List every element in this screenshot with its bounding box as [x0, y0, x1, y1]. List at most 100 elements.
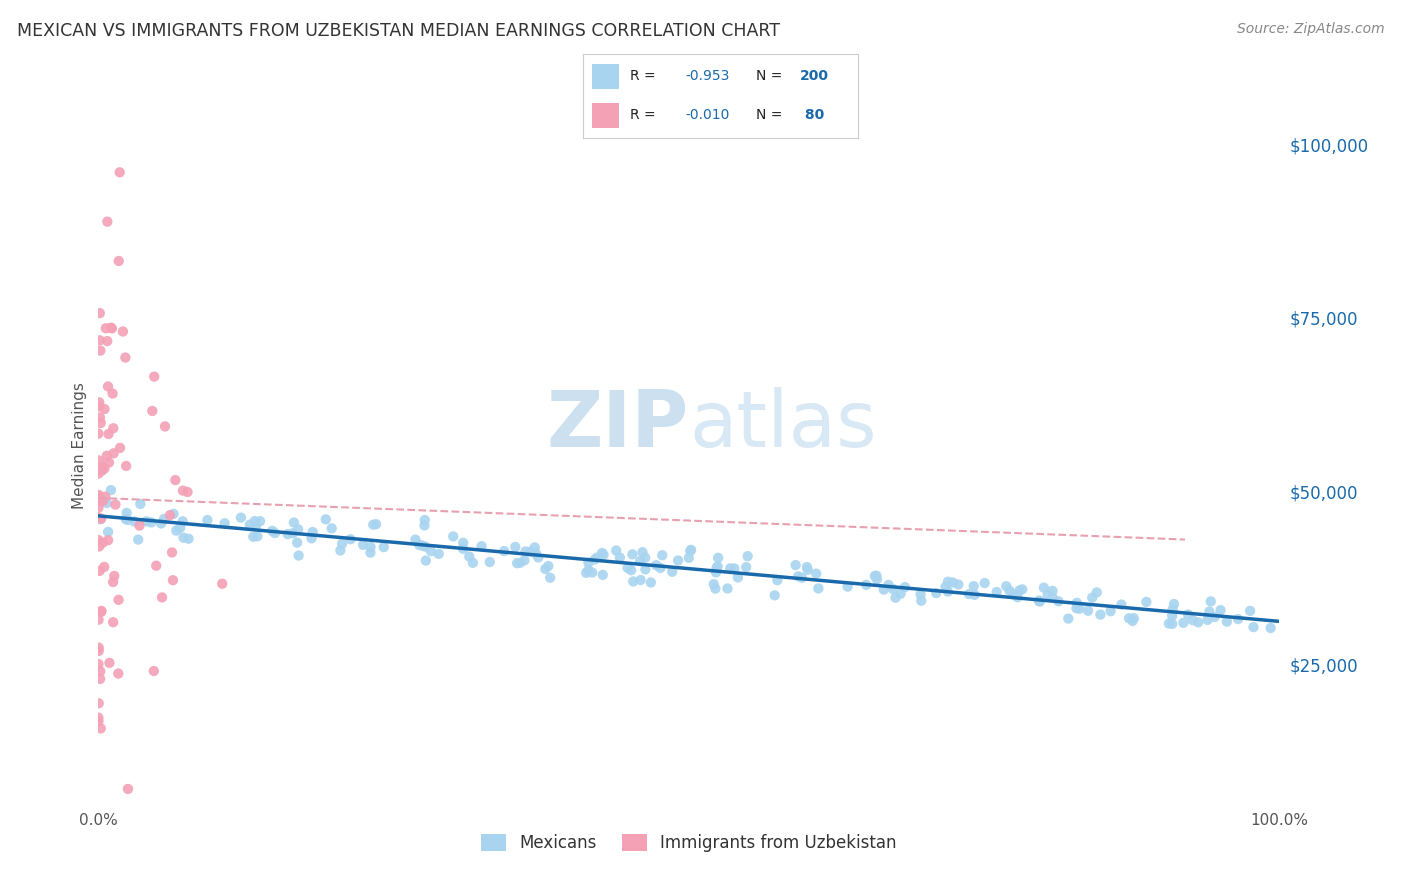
- Point: [145, 558, 167, 573]
- Point: [621, 547, 644, 561]
- Point: [91, 494, 114, 508]
- Point: [285, 535, 308, 549]
- Point: [855, 578, 877, 592]
- Point: [90, 459, 112, 474]
- Point: [103, 446, 125, 460]
- Point: [1111, 598, 1133, 612]
- Point: [127, 533, 149, 547]
- Point: [451, 535, 474, 549]
- Point: [515, 544, 537, 558]
- Point: [882, 582, 904, 596]
- Point: [884, 591, 907, 605]
- Point: [461, 556, 484, 570]
- Text: -0.010: -0.010: [685, 109, 730, 122]
- Point: [1198, 605, 1220, 619]
- Point: [89, 564, 111, 578]
- Text: ZIP: ZIP: [547, 386, 689, 463]
- Point: [153, 419, 176, 434]
- Point: [87, 613, 110, 627]
- Point: [634, 550, 657, 565]
- Point: [197, 513, 219, 527]
- Point: [283, 516, 305, 530]
- Point: [135, 514, 157, 528]
- Point: [1227, 612, 1250, 626]
- Point: [90, 604, 112, 618]
- Point: [361, 517, 384, 532]
- Point: [90, 416, 112, 430]
- Point: [910, 593, 932, 607]
- Point: [93, 461, 115, 475]
- Point: [763, 588, 786, 602]
- Point: [107, 592, 129, 607]
- Point: [524, 546, 547, 560]
- Point: [107, 254, 129, 268]
- Point: [103, 421, 125, 435]
- Point: [413, 540, 436, 554]
- Point: [165, 524, 187, 538]
- Point: [413, 518, 436, 533]
- Point: [101, 574, 124, 589]
- Point: [1028, 593, 1050, 607]
- Point: [995, 579, 1018, 593]
- Point: [1161, 602, 1184, 616]
- Point: [277, 527, 299, 541]
- Point: [142, 664, 165, 678]
- Point: [165, 473, 187, 487]
- Text: MEXICAN VS IMMIGRANTS FROM UZBEKISTAN MEDIAN EARNINGS CORRELATION CHART: MEXICAN VS IMMIGRANTS FROM UZBEKISTAN ME…: [17, 22, 780, 40]
- Point: [766, 573, 789, 587]
- Point: [321, 521, 343, 535]
- Point: [787, 569, 810, 583]
- Point: [96, 334, 118, 348]
- Point: [936, 574, 959, 589]
- Point: [96, 496, 118, 510]
- Point: [87, 696, 110, 710]
- Point: [97, 379, 120, 393]
- Point: [534, 562, 557, 576]
- Point: [592, 548, 614, 562]
- Point: [111, 325, 134, 339]
- Point: [246, 529, 269, 543]
- Point: [1122, 611, 1144, 625]
- Point: [863, 569, 886, 583]
- Point: [963, 579, 986, 593]
- Point: [478, 555, 501, 569]
- Point: [172, 514, 194, 528]
- Point: [93, 560, 115, 574]
- Point: [141, 516, 163, 530]
- Point: [339, 533, 361, 547]
- Point: [581, 566, 603, 580]
- Point: [1008, 583, 1031, 598]
- Point: [89, 334, 111, 348]
- Point: [96, 449, 118, 463]
- Point: [620, 563, 643, 577]
- Point: [330, 537, 353, 551]
- Point: [1163, 597, 1185, 611]
- Point: [706, 559, 728, 574]
- Point: [651, 548, 673, 562]
- Point: [790, 571, 813, 585]
- Point: [97, 427, 120, 442]
- Point: [229, 510, 252, 524]
- Point: [628, 554, 651, 568]
- Point: [408, 538, 430, 552]
- Point: [150, 516, 173, 531]
- Point: [631, 545, 654, 559]
- Point: [1007, 591, 1029, 605]
- Point: [1161, 616, 1184, 631]
- Text: 200: 200: [800, 70, 830, 83]
- Point: [104, 498, 127, 512]
- Point: [94, 321, 117, 335]
- Point: [143, 369, 166, 384]
- Point: [471, 539, 494, 553]
- Point: [97, 524, 120, 539]
- Point: [411, 539, 433, 553]
- Point: [114, 351, 136, 365]
- Point: [866, 572, 889, 586]
- Point: [87, 533, 110, 547]
- Legend: Mexicans, Immigrants from Uzbekistan: Mexicans, Immigrants from Uzbekistan: [474, 827, 904, 859]
- Point: [1204, 610, 1226, 624]
- Point: [591, 546, 613, 560]
- Point: [89, 512, 111, 526]
- Point: [117, 781, 139, 796]
- Point: [877, 578, 900, 592]
